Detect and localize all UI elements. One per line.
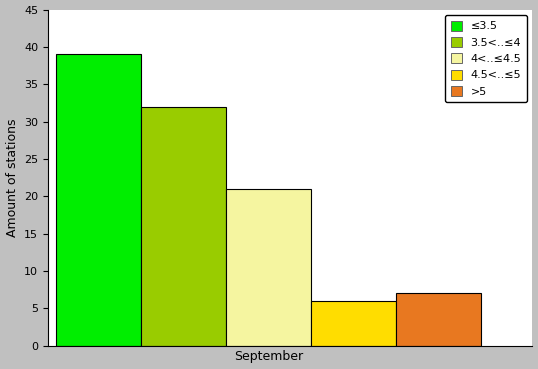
Bar <box>397 293 482 346</box>
Bar <box>312 301 397 346</box>
Bar <box>141 107 226 346</box>
Y-axis label: Amount of stations: Amount of stations <box>5 118 18 237</box>
Bar <box>226 189 312 346</box>
Legend: ≤3.5, 3.5<..≤4, 4<..≤4.5, 4.5<..≤5, >5: ≤3.5, 3.5<..≤4, 4<..≤4.5, 4.5<..≤5, >5 <box>445 15 527 102</box>
Bar <box>56 54 141 346</box>
